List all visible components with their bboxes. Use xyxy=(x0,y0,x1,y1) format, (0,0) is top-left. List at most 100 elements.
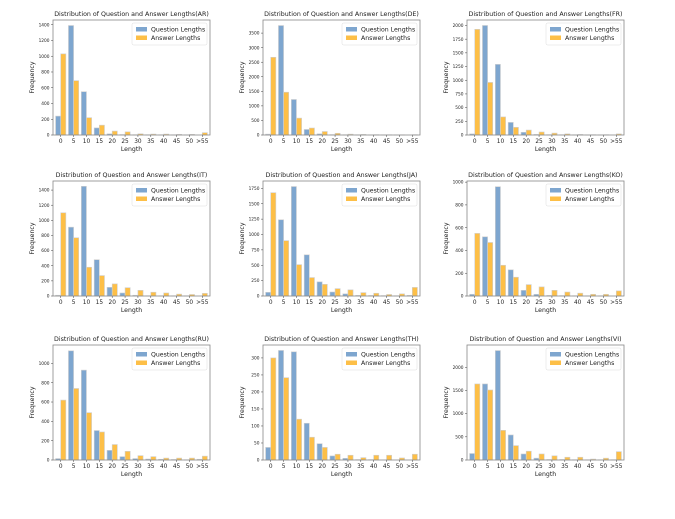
y-tick-label: 1000 xyxy=(453,411,464,417)
chart-title: Distribution of Question and Answer Leng… xyxy=(469,11,623,18)
bar-answer-5 xyxy=(488,242,493,296)
y-tick-label: 1000 xyxy=(39,218,50,224)
y-axis-label: Frequency xyxy=(29,386,36,418)
y-axis-label: Frequency xyxy=(443,61,450,93)
bar-answer-0 xyxy=(475,233,480,296)
y-tick-label: 150 xyxy=(251,407,259,413)
chart-title: Distribution of Question and Answer Leng… xyxy=(54,336,209,343)
x-tick-label: 5 xyxy=(72,300,76,306)
y-axis-label: Frequency xyxy=(443,222,450,254)
bar-question-10 xyxy=(291,352,296,460)
bar-answer-0 xyxy=(271,358,276,460)
legend-swatch-answer xyxy=(550,361,561,366)
legend-swatch-answer xyxy=(550,197,561,202)
y-tick-label: 1400 xyxy=(39,188,50,194)
y-tick-label: 400 xyxy=(41,101,49,107)
subplot-7: Distribution of Question and Answer Leng… xyxy=(239,336,420,478)
bar-answer-5 xyxy=(74,81,79,135)
x-tick-label: 35 xyxy=(357,139,365,145)
y-tick-label: 1500 xyxy=(453,388,464,394)
x-tick-label: 45 xyxy=(587,464,595,470)
legend-swatch-answer xyxy=(136,361,147,366)
y-tick-label: 400 xyxy=(41,419,49,425)
bar-answer-0 xyxy=(61,54,66,135)
bar-answer-15 xyxy=(513,127,518,135)
bar-question-20 xyxy=(107,287,112,296)
bar-answer-40 xyxy=(164,293,169,296)
bar-answer-25 xyxy=(335,454,340,460)
bar-answer-25 xyxy=(125,132,130,135)
bar-answer-10 xyxy=(86,267,91,296)
y-tick-label: 800 xyxy=(41,70,49,76)
legend-swatch-question xyxy=(550,188,561,193)
bar-question-5 xyxy=(278,26,283,135)
bar-question-10 xyxy=(495,351,500,460)
x-tick-label: 50 xyxy=(396,464,404,470)
x-tick-label: 5 xyxy=(72,139,76,145)
chart-title: Distribution of Question and Answer Leng… xyxy=(266,172,418,179)
x-axis-label: Length xyxy=(331,307,352,314)
x-tick-label: 10 xyxy=(497,139,505,145)
y-tick-label: 100 xyxy=(251,424,259,430)
x-tick-label: >55 xyxy=(196,139,209,145)
x-tick-label: 15 xyxy=(306,300,314,306)
x-tick-label: 50 xyxy=(396,139,404,145)
legend-swatch-answer xyxy=(346,36,357,41)
legend-swatch-question xyxy=(136,188,147,193)
bar-answer-0 xyxy=(61,213,66,296)
x-tick-label: 45 xyxy=(383,464,391,470)
legend-label: Question Lengths xyxy=(565,188,619,195)
bar-question-10 xyxy=(495,187,500,296)
x-tick-label: 20 xyxy=(523,139,531,145)
x-tick-label: 0 xyxy=(59,300,63,306)
x-tick-label: 25 xyxy=(121,464,129,470)
bar-question-15 xyxy=(304,423,309,460)
bar-answer-40 xyxy=(374,293,379,296)
x-tick-label: 40 xyxy=(370,300,378,306)
x-tick-label: 10 xyxy=(293,300,301,306)
y-tick-label: 1200 xyxy=(39,203,50,209)
x-tick-label: 15 xyxy=(96,139,104,145)
bar-question-20 xyxy=(107,450,112,460)
x-axis-label: Length xyxy=(331,146,352,153)
legend-label: Answer Lengths xyxy=(151,360,200,367)
legend-label: Question Lengths xyxy=(361,352,415,359)
y-tick-label: 600 xyxy=(41,248,49,254)
y-tick-label: 500 xyxy=(455,434,463,440)
x-tick-label: >55 xyxy=(610,464,623,470)
bar-answer-10 xyxy=(296,419,301,460)
bar-question-15 xyxy=(508,270,513,296)
y-tick-label: 400 xyxy=(41,263,49,269)
bar-question-10 xyxy=(81,186,86,296)
bar-question-15 xyxy=(94,260,99,296)
y-tick-label: 0 xyxy=(47,133,50,139)
subplot-3: Distribution of Question and Answer Leng… xyxy=(29,172,210,314)
bar-question-5 xyxy=(482,25,487,135)
y-tick-label: 800 xyxy=(41,380,49,386)
y-axis-label: Frequency xyxy=(239,222,246,254)
x-tick-label: 5 xyxy=(282,464,286,470)
x-tick-label: 25 xyxy=(535,300,543,306)
bar-answer-10 xyxy=(296,265,301,296)
x-tick-label: 30 xyxy=(134,139,142,145)
bar-answer->55 xyxy=(412,287,417,296)
y-tick-label: 200 xyxy=(41,278,49,284)
legend-label: Question Lengths xyxy=(151,27,205,34)
bar-answer-35 xyxy=(565,292,570,296)
bar-question-5 xyxy=(68,227,73,296)
bar-answer->55 xyxy=(412,454,417,460)
legend-swatch-question xyxy=(346,27,357,32)
subplot-6: Distribution of Question and Answer Leng… xyxy=(29,336,210,478)
x-tick-label: 10 xyxy=(83,139,91,145)
x-tick-label: 10 xyxy=(497,464,505,470)
bar-answer-45 xyxy=(387,455,392,460)
y-tick-label: 3500 xyxy=(249,31,260,37)
x-tick-label: 5 xyxy=(486,139,490,145)
x-tick-label: 45 xyxy=(383,139,391,145)
bar-question-5 xyxy=(278,350,283,460)
y-tick-label: 3000 xyxy=(249,45,260,51)
x-tick-label: 50 xyxy=(600,300,608,306)
legend-swatch-answer xyxy=(136,36,147,41)
